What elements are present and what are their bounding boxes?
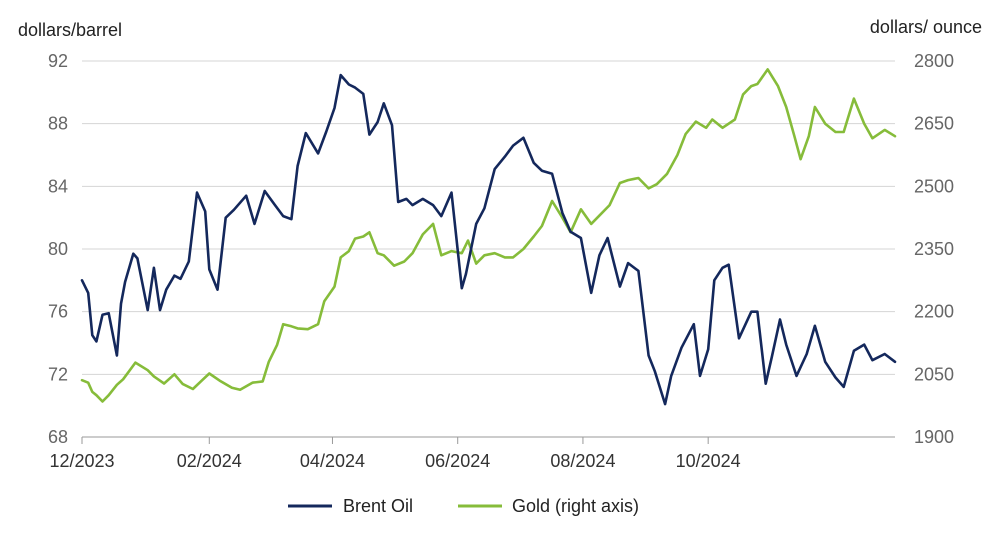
x-axis-ticks: 12/2023 02/2024 04/2024 06/2024 08/2024 10/20… [49,437,741,471]
right-axis-tick-label: 2500 [914,176,954,196]
x-axis-tick-label: 08/2024 [550,451,615,471]
legend: Brent Oil Gold (right axis) [288,496,639,516]
left-axis-tick-label: 68 [48,427,68,447]
left-axis-tick-label: 92 [48,51,68,71]
gold-line [80,68,897,403]
right-axis-tick-label: 2200 [914,302,954,322]
x-axis-tick-label: 06/2024 [425,451,490,471]
right-axis-tick-label: 2650 [914,114,954,134]
right-axis-unit-label: dollars/ ounce [870,17,982,37]
right-axis-tick-label: 1900 [914,427,954,447]
left-axis-tick-label: 72 [48,364,68,384]
left-axis-ticks: 68 72 76 80 84 88 92 [48,51,68,447]
legend-label: Brent Oil [343,496,413,516]
left-axis-tick-label: 80 [48,239,68,259]
x-axis-tick-label: 04/2024 [300,451,365,471]
left-axis-tick-label: 76 [48,302,68,322]
grid-lines [82,60,895,438]
right-axis-ticks: 1900 2050 2200 2350 2500 2650 2800 [914,51,954,447]
right-axis-tick-label: 2800 [914,51,954,71]
right-axis-tick-label: 2050 [914,364,954,384]
left-axis-unit-label: dollars/barrel [18,20,122,40]
x-axis-tick-label: 10/2024 [676,451,741,471]
left-axis-tick-label: 88 [48,114,68,134]
series-layer [80,68,897,406]
right-axis-tick-label: 2350 [914,239,954,259]
left-axis-tick-label: 84 [48,176,68,196]
brent-oil-line [80,73,897,406]
x-axis-tick-label: 02/2024 [177,451,242,471]
legend-label: Gold (right axis) [512,496,639,516]
x-axis-tick-label: 12/2023 [49,451,114,471]
